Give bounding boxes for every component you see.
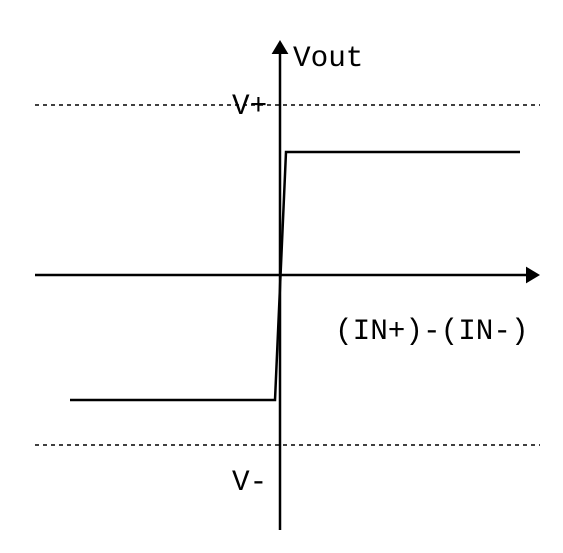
v-minus-label: V- <box>232 466 267 499</box>
comparator-transfer-diagram <box>0 0 563 548</box>
v-plus-label: V+ <box>232 90 267 123</box>
x-axis-arrowhead <box>526 267 540 284</box>
y-axis-arrowhead <box>272 40 289 54</box>
y-axis-label: Vout <box>293 42 363 75</box>
x-axis-label: (IN+)-(IN-) <box>335 315 529 348</box>
